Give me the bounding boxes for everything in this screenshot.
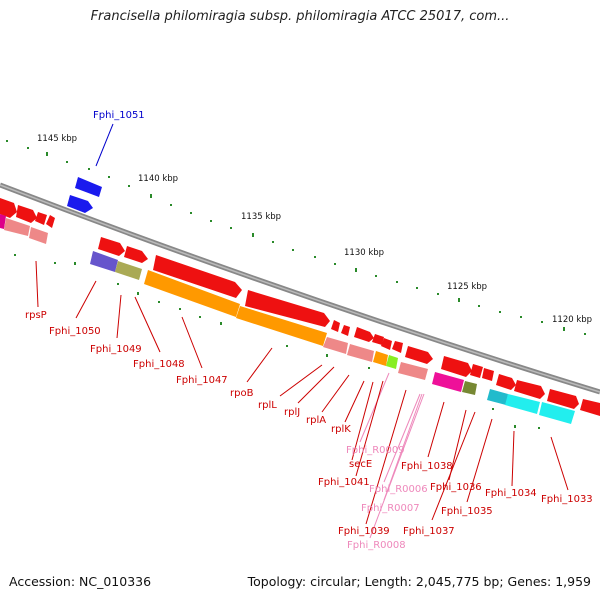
gene-arrow: [46, 215, 55, 228]
label-rpsp: rpsP: [25, 310, 47, 321]
label-fphi-1049: Fphi_1049: [90, 344, 142, 355]
gene-fphi-1051[interactable]: [67, 177, 102, 213]
label-fphi-1038: Fphi_1038: [401, 461, 453, 472]
genome-summary-text: Topology: circular; Length: 2,045,775 bp…: [247, 574, 591, 589]
label-fphi-1039: Fphi_1039: [338, 526, 390, 537]
ruler-labels: 1145 kbp 1140 kbp 1135 kbp 1130 kbp 1125…: [37, 134, 592, 325]
ruler-dots: [6, 140, 586, 335]
ruler-label-1120: 1120 kbp: [552, 315, 592, 325]
gene-arrow: [0, 198, 17, 218]
label-fphi-1034: Fphi_1034: [485, 488, 537, 499]
major-tick: [458, 298, 460, 302]
label-fphi-1033: Fphi_1033: [541, 494, 593, 505]
major-tick: [563, 327, 565, 331]
inner-track-dots: [14, 254, 540, 429]
ruler-label-1130: 1130 kbp: [344, 248, 384, 258]
label-fphi-r0009: Fphi_R0009: [346, 445, 405, 456]
major-tick: [355, 268, 357, 272]
ruler-label-1125: 1125 kbp: [447, 282, 487, 292]
major-tick: [150, 194, 152, 198]
label-fphi-1047: Fphi_1047: [176, 375, 228, 386]
backbone-highlight: [0, 184, 600, 393]
label-fphi-1050: Fphi_1050: [49, 326, 101, 337]
forward-genes-left[interactable]: [0, 198, 55, 228]
forward-genes-left-shade: [0, 214, 48, 244]
label-rplj: rplJ: [284, 407, 300, 418]
gene-labels[interactable]: Fphi_1051 rpsP Fphi_1050 Fphi_1049 Fphi_…: [25, 110, 593, 551]
gene-arrow: [35, 212, 47, 225]
label-fphi-1041: Fphi_1041: [318, 477, 370, 488]
forward-genes-mid[interactable]: [98, 237, 600, 416]
label-fphi-r0006: Fphi_R0006: [369, 484, 428, 495]
reverse-genes[interactable]: [90, 251, 575, 424]
ruler-label-1140: 1140 kbp: [138, 174, 178, 184]
ruler-label-1135: 1135 kbp: [241, 212, 281, 222]
label-fphi-r0007: Fphi_R0007: [361, 503, 420, 514]
label-fphi-1048: Fphi_1048: [133, 359, 185, 370]
major-tick: [252, 233, 254, 237]
label-fphi-1035: Fphi_1035: [441, 506, 493, 517]
label-rplk: rplK: [331, 424, 351, 435]
genome-backbone: [0, 182, 600, 395]
major-tick: [46, 152, 48, 156]
label-fphi-1051: Fphi_1051: [93, 110, 145, 121]
map-title: Francisella philomiragia subsp. philomir…: [90, 9, 510, 24]
label-rpla: rplA: [306, 415, 326, 426]
label-fphi-r0008: Fphi_R0008: [347, 540, 406, 551]
label-sece: secE: [349, 459, 372, 470]
label-fphi-1037: Fphi_1037: [403, 526, 455, 537]
accession-text: Accession: NC_010336: [9, 574, 152, 589]
leader-lines: [35, 123, 569, 539]
label-fphi-1036: Fphi_1036: [430, 482, 482, 493]
label-rpob: rpoB: [230, 388, 254, 399]
gene-arrow: [16, 205, 37, 223]
label-rpll: rplL: [258, 400, 277, 411]
ruler-label-1145: 1145 kbp: [37, 134, 77, 144]
